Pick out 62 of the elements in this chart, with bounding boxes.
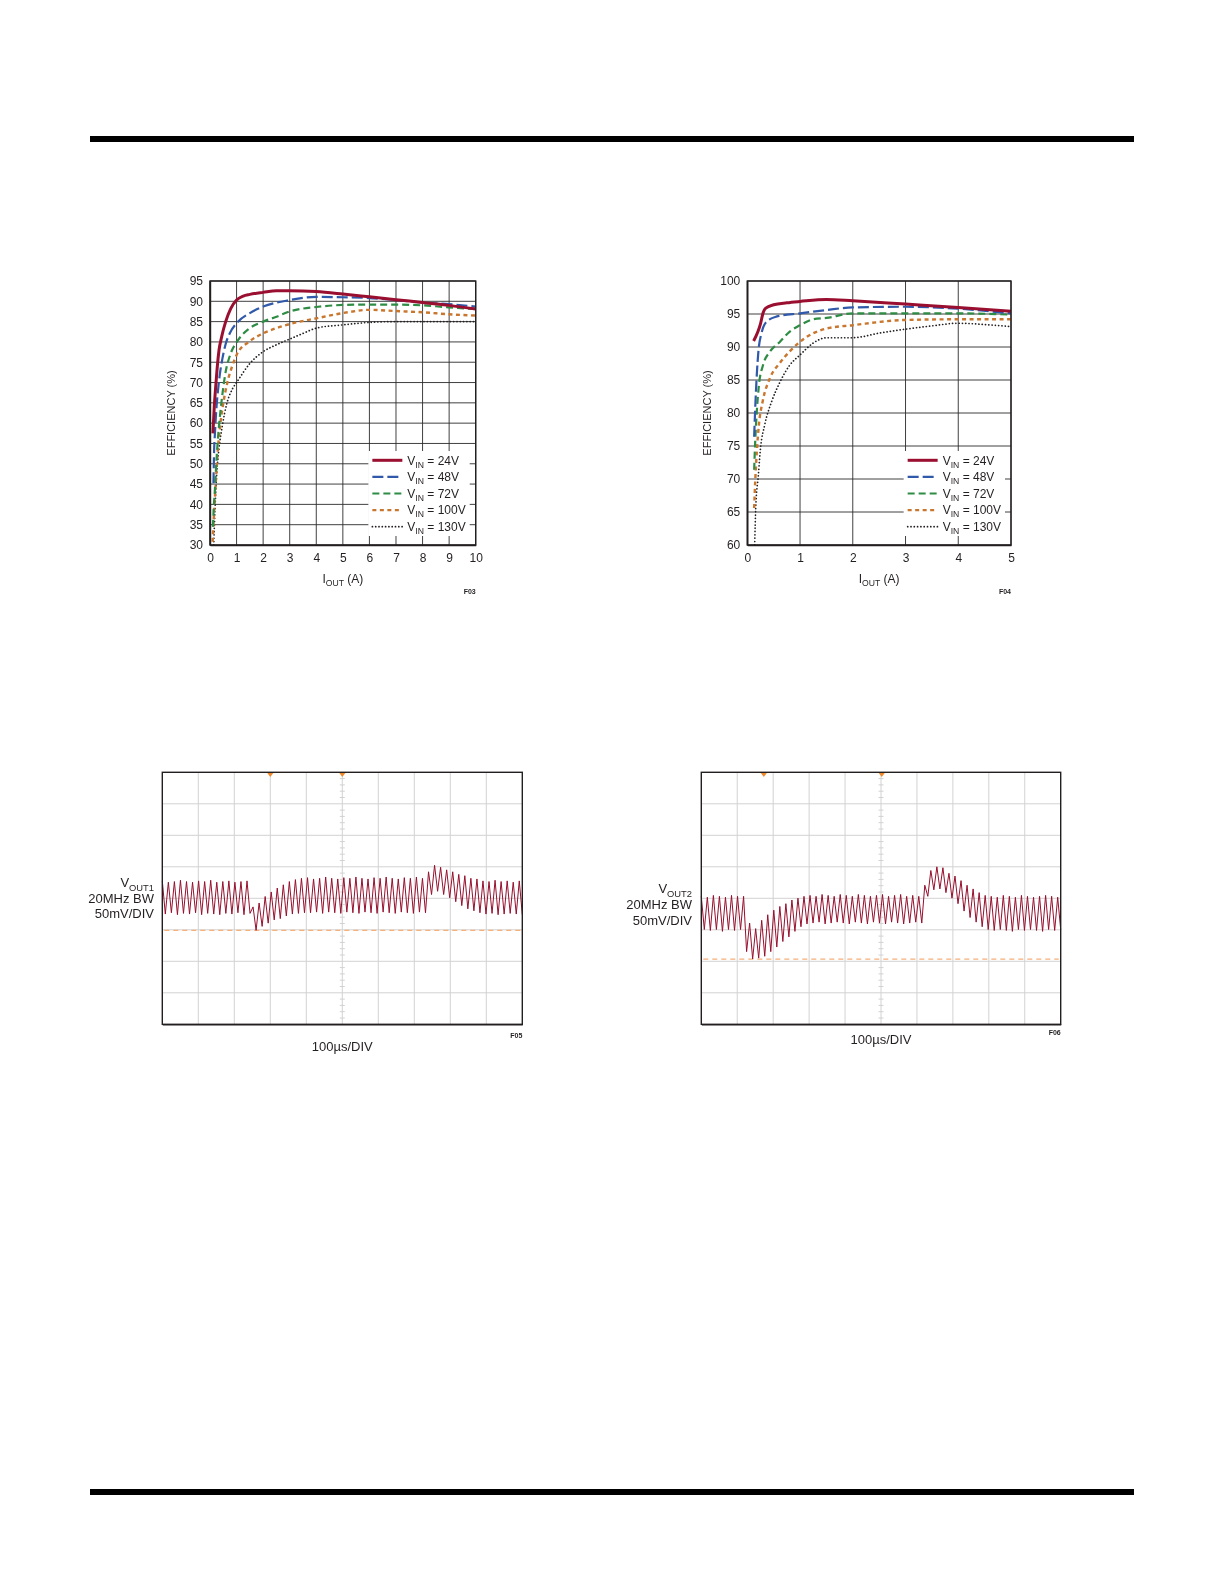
x-tick-label: 0 xyxy=(207,550,215,565)
y-tick-label: 100 xyxy=(720,274,741,289)
legend-label: V$_{IN}$ = 72V xyxy=(407,486,460,504)
y-tick-label: 45 xyxy=(189,477,204,492)
y-tick-label: 65 xyxy=(189,396,204,411)
x-tick-label: 3 xyxy=(286,550,294,565)
x-tick-label: 9 xyxy=(446,550,454,565)
y-tick-label: 35 xyxy=(189,518,204,533)
y-tick-label: 90 xyxy=(189,294,204,309)
line-series xyxy=(211,289,478,435)
legend-label: V$_{IN}$ = 100V xyxy=(942,503,1001,520)
y-tick-label: 40 xyxy=(189,497,204,512)
y-tick-label: 55 xyxy=(189,436,204,451)
y-tick-label: 95 xyxy=(189,274,204,289)
legend-label: V$_{IN}$ = 48V xyxy=(407,470,460,487)
y-tick-label: 75 xyxy=(726,439,741,454)
y-axis-title: V$_{OUT2}$ 20MHz BW 50mV/DIV xyxy=(626,881,693,928)
y-tick-label: 75 xyxy=(189,355,204,370)
x-tick-label: 10 xyxy=(469,550,484,565)
y-tick-label: 30 xyxy=(189,538,204,553)
legend-label: V$_{IN}$ = 24V xyxy=(407,453,460,470)
y-axis-title: EFFICIENCY (%) xyxy=(164,370,177,456)
y-axis-title: V$_{OUT1}$ 20MHz BW 50mV/DIV xyxy=(88,875,155,921)
y-tick-label: 70 xyxy=(726,472,741,487)
x-tick-label: 8 xyxy=(419,550,427,565)
x-axis-title: I$_{OUT}$ (A) xyxy=(322,572,364,589)
y-tick-label: 85 xyxy=(726,373,741,388)
x-axis-title: I$_{OUT}$ (A) xyxy=(858,572,900,589)
legend-label: V$_{IN}$ = 48V xyxy=(942,470,995,487)
x-axis-title: 100µs/DIV xyxy=(850,1032,912,1047)
y-tick-label: 80 xyxy=(189,335,204,350)
x-tick-label: 1 xyxy=(233,550,241,565)
y-tick-label: 70 xyxy=(189,375,204,390)
line-series xyxy=(212,295,477,485)
legend-label: V$_{IN}$ = 130V xyxy=(407,520,466,537)
y-tick-label: 60 xyxy=(189,416,204,431)
y-tick-label: 80 xyxy=(726,406,741,421)
x-tick-label: 6 xyxy=(366,550,374,565)
x-tick-label: 5 xyxy=(340,550,348,565)
legend-label: V$_{IN}$ = 72V xyxy=(942,486,995,504)
x-tick-label: 0 xyxy=(744,550,752,565)
x-axis-title: 100µs/DIV xyxy=(311,1039,374,1054)
x-tick-label: 2 xyxy=(260,550,268,565)
x-tick-label: 3 xyxy=(902,550,910,565)
x-tick-label: 1 xyxy=(797,550,805,565)
y-tick-label: 65 xyxy=(726,505,741,520)
legend-label: V$_{IN}$ = 100V xyxy=(407,503,466,520)
y-tick-label: 60 xyxy=(726,538,741,553)
y-tick-label: 50 xyxy=(189,457,204,472)
x-tick-label: 2 xyxy=(849,550,857,565)
x-tick-label: 4 xyxy=(955,550,963,565)
y-axis-title: EFFICIENCY (%) xyxy=(701,370,714,456)
line-series xyxy=(753,305,1013,438)
legend-label: V$_{IN}$ = 130V xyxy=(942,520,1001,537)
y-tick-label: 85 xyxy=(189,314,204,329)
line-series xyxy=(752,297,1013,343)
x-tick-label: 7 xyxy=(393,550,401,565)
y-tick-label: 95 xyxy=(726,307,741,322)
legend-label: V$_{IN}$ = 24V xyxy=(942,453,995,470)
x-tick-label: 4 xyxy=(313,550,321,565)
y-tick-label: 90 xyxy=(726,340,741,355)
x-tick-label: 5 xyxy=(1008,550,1016,565)
